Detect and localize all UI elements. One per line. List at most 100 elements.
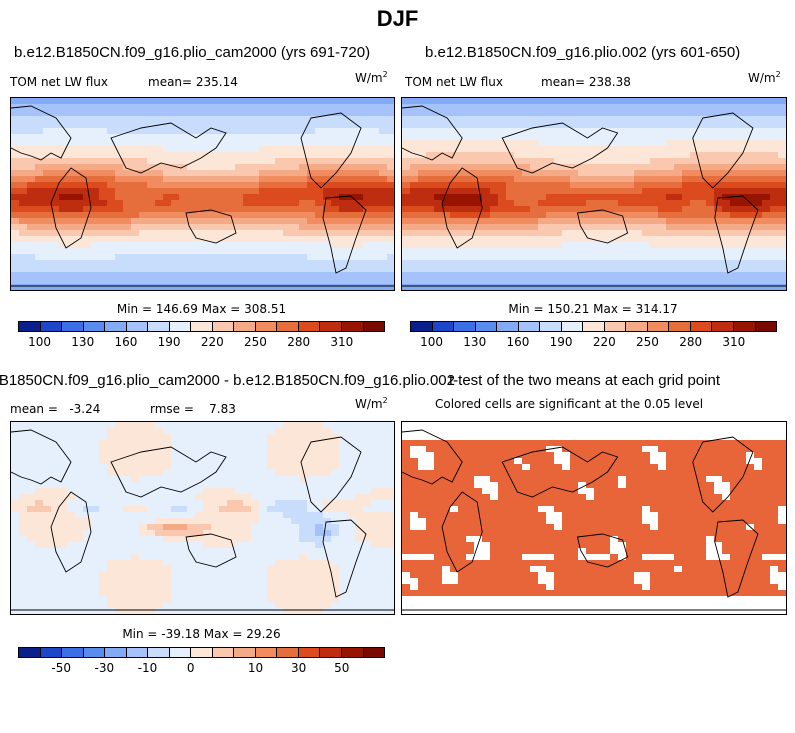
map-cell [618,218,626,224]
map-cell [762,266,770,272]
map-cell [219,536,227,542]
map-cell [355,488,363,494]
map-cell [339,554,347,560]
map-cell [331,512,339,518]
map-cell [267,554,275,560]
map-cell [554,110,562,116]
map-cell [387,110,394,116]
map-cell [323,212,331,218]
map-cell [666,122,674,128]
map-cell [339,128,347,134]
map-cell [227,536,235,542]
map-cell [155,422,163,428]
map-cell [538,98,546,104]
map-cell [371,482,379,488]
map-cell [618,164,626,170]
map-cell [402,164,410,170]
map-cell [355,452,363,458]
map-cell [522,236,530,242]
map-cell [570,242,578,248]
map-cell [538,218,546,224]
map-cell [450,440,458,446]
map-cell [426,230,434,236]
map-cell [11,452,19,458]
map-cell [410,176,418,182]
map-cell [123,260,131,266]
map-cell [458,284,466,290]
map-cell [27,470,35,476]
colorbar-swatch [320,648,342,657]
map-cell [682,98,690,104]
map-cell [219,98,227,104]
map-cell [546,242,554,248]
map-cell [107,284,115,290]
map-cell [99,188,107,194]
map-cell [43,440,51,446]
map-cell [698,206,706,212]
map-cell [778,242,786,248]
map-cell [762,134,770,140]
map-cell [299,530,307,536]
map-cell [227,506,235,512]
map-cell [355,518,363,524]
map-cell [251,482,259,488]
map-cell [514,182,522,188]
map-cell [770,236,778,242]
map-cell [379,470,387,476]
map-cell [99,110,107,116]
map-cell [562,284,570,290]
map-cell [410,182,418,188]
map-cell [418,104,426,110]
map-cell [179,98,187,104]
map-cell [67,212,75,218]
map-cell [722,446,730,452]
map-cell [163,602,171,608]
map-cell [371,488,379,494]
map-cell [283,488,291,494]
map-cell [67,134,75,140]
map-cell [642,434,650,440]
map-cell [11,512,19,518]
map-cell [235,254,243,260]
map-cell [115,452,123,458]
map-cell [331,470,339,476]
map-cell [147,476,155,482]
map-cell [291,524,299,530]
map-cell [27,176,35,182]
map-cell [155,200,163,206]
map-cell [75,602,83,608]
map-cell [283,200,291,206]
map-cell [570,194,578,200]
map-cell [347,200,355,206]
map-cell [259,284,267,290]
map-cell [203,530,211,536]
map-cell [147,104,155,110]
map-cell [123,488,131,494]
map-cell [650,452,658,458]
colorbar-swatch [19,322,41,331]
map-cell [195,164,203,170]
map-cell [235,500,243,506]
map-cell [690,236,698,242]
map-cell [179,470,187,476]
map-cell [706,452,714,458]
map-cell [59,260,67,266]
map-cell [11,476,19,482]
map-cell [315,488,323,494]
map-cell [426,440,434,446]
map-cell [139,140,147,146]
map-cell [434,194,442,200]
map-cell [690,434,698,440]
map-cell [562,98,570,104]
map-cell [139,566,147,572]
map-cell [27,584,35,590]
map-cell [570,422,578,428]
map-cell [195,458,203,464]
map-cell [235,272,243,278]
map-cell [243,266,251,272]
map-cell [243,158,251,164]
map-cell [698,260,706,266]
map-cell [730,110,738,116]
map-cell [235,572,243,578]
map-cell [434,134,442,140]
